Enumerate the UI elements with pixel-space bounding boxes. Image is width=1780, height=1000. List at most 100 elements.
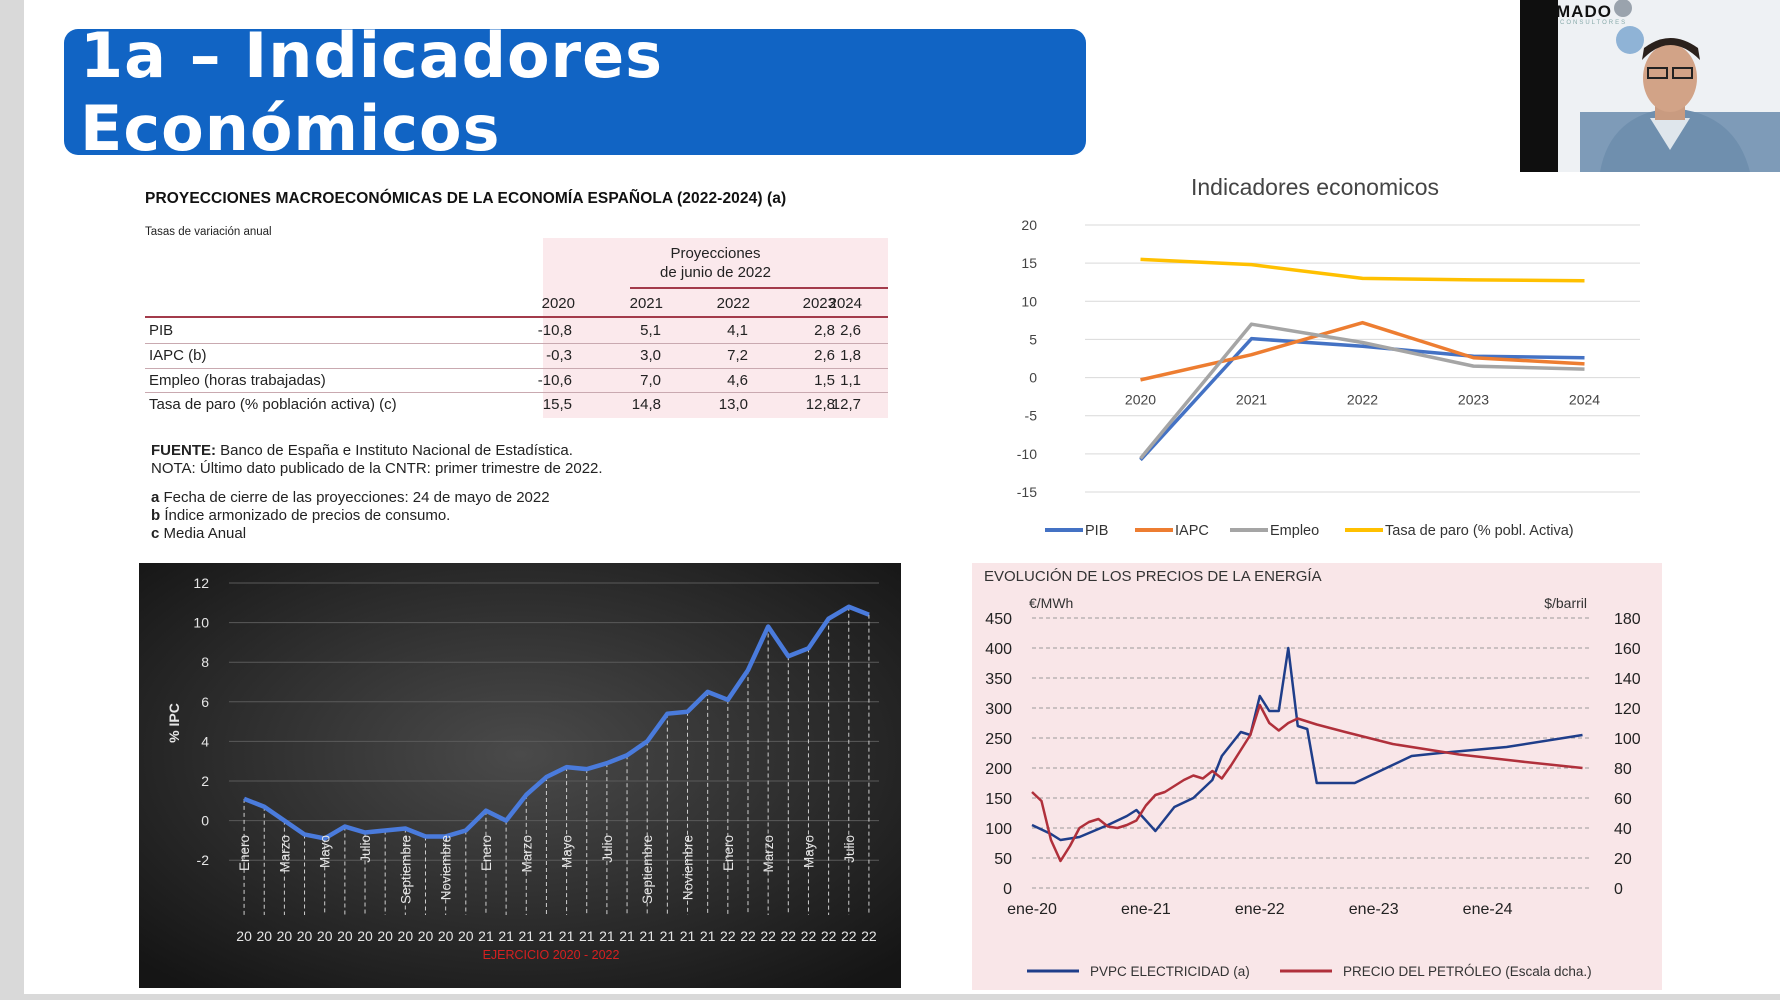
source-note: FUENTE: Banco de España e Instituto Naci… <box>151 442 603 460</box>
year-label: 20 <box>256 928 272 944</box>
series-line-tasa <box>1140 257 1585 283</box>
year-label: 21 <box>518 928 534 944</box>
footnote-b: b Índice armonizado de precios de consum… <box>151 507 451 524</box>
month-label: Julio <box>358 835 373 863</box>
year-label: 20 <box>377 928 393 944</box>
y-tick-label: 20 <box>1021 217 1037 233</box>
webcam-logo-subtext: CONSULTORES <box>1560 20 1628 26</box>
table-cell: -0,3 <box>546 347 572 364</box>
column-header: 2020 <box>541 295 575 312</box>
left-tick-label: 300 <box>985 701 1012 718</box>
year-label: 22 <box>720 928 736 944</box>
right-axis-unit: $/barril <box>1544 595 1587 611</box>
projection-header-line2: de junio de 2022 <box>660 264 771 281</box>
year-label: 20 <box>398 928 414 944</box>
precio-petroleo-line <box>1031 703 1583 863</box>
table-cell: 4,6 <box>727 372 748 389</box>
month-label: Marzo <box>277 835 292 873</box>
legend-label: Empleo <box>1270 523 1319 539</box>
year-label: 21 <box>639 928 655 944</box>
year-label: 20 <box>418 928 434 944</box>
year-label: 20 <box>317 928 333 944</box>
legend-label: PRECIO DEL PETRÓLEO (Escala dcha.) <box>1343 964 1592 979</box>
month-label: Marzo <box>519 835 534 873</box>
x-tick-label: ene-24 <box>1463 901 1513 918</box>
left-tick-label: 250 <box>985 731 1012 748</box>
y-tick-label: 0 <box>201 813 209 829</box>
year-label: 20 <box>438 928 454 944</box>
right-tick-label: 120 <box>1614 701 1641 718</box>
left-tick-label: 150 <box>985 791 1012 808</box>
x-tick-label: 2024 <box>1569 392 1600 408</box>
year-label: 20 <box>236 928 252 944</box>
left-tick-label: 450 <box>985 611 1012 628</box>
year-label: 22 <box>760 928 776 944</box>
left-tick-label: 200 <box>985 761 1012 778</box>
month-label: Septiembre <box>398 835 413 904</box>
chart-footer-label: EJERCICIO 2020 - 2022 <box>483 948 620 962</box>
bottom-window-strip <box>0 994 1780 1000</box>
year-label: 22 <box>861 928 877 944</box>
year-label: 22 <box>821 928 837 944</box>
month-label: Julio <box>842 835 857 863</box>
energy-prices-chart: EVOLUCIÓN DE LOS PRECIOS DE LA ENERGÍA €/… <box>972 563 1662 990</box>
y-tick-label: 2 <box>201 773 209 789</box>
y-tick-label: 0 <box>1029 370 1037 386</box>
year-label: 20 <box>458 928 474 944</box>
projection-header-rule <box>630 287 888 289</box>
year-label: 21 <box>619 928 635 944</box>
right-tick-label: 160 <box>1614 641 1641 658</box>
right-tick-label: 140 <box>1614 671 1641 688</box>
left-tick-label: 400 <box>985 641 1012 658</box>
row-label: IAPC (b) <box>149 347 207 364</box>
table-cell: 3,0 <box>640 347 661 364</box>
table-cell: 15,5 <box>542 396 572 413</box>
slide-title: 1a – Indicadores Económicos <box>80 19 664 165</box>
right-tick-label: 0 <box>1614 881 1623 898</box>
right-tick-label: 80 <box>1614 761 1632 778</box>
x-tick-label: 2022 <box>1347 392 1378 408</box>
chart-background <box>139 563 901 988</box>
y-tick-label: -2 <box>197 852 210 868</box>
year-label: 21 <box>579 928 595 944</box>
year-label: 21 <box>660 928 676 944</box>
right-tick-label: 20 <box>1614 851 1632 868</box>
table-notes: FUENTE: Banco de España e Instituto Naci… <box>151 442 603 543</box>
x-tick-label: 2021 <box>1236 392 1267 408</box>
x-tick-label: ene-20 <box>1007 901 1057 918</box>
right-tick-label: 40 <box>1614 821 1632 838</box>
webcam-thumbnail[interactable]: MADO CONSULTORES <box>1520 0 1780 172</box>
left-tick-label: 100 <box>985 821 1012 838</box>
projection-shaded-area <box>543 238 888 418</box>
right-tick-label: 180 <box>1614 611 1641 628</box>
y-tick-label: -10 <box>1017 446 1037 462</box>
row-separator <box>145 368 888 369</box>
y-tick-label: 15 <box>1021 255 1037 271</box>
month-label: Mayo <box>560 835 575 868</box>
y-tick-label: -15 <box>1017 484 1037 500</box>
x-tick-label: ene-22 <box>1235 901 1285 918</box>
y-tick-label: 10 <box>193 615 209 631</box>
header-rule <box>145 316 888 318</box>
year-label: 20 <box>337 928 353 944</box>
month-label: Enero <box>721 835 736 871</box>
month-label: Mayo <box>801 835 816 868</box>
year-label: 22 <box>781 928 797 944</box>
y-tick-label: 10 <box>1021 293 1037 309</box>
table-subtitle: Tasas de variación anual <box>145 226 272 238</box>
series-line-empleo <box>1139 322 1585 460</box>
nota-line: NOTA: Último dato publicado de la CNTR: … <box>151 460 603 477</box>
x-tick-label: ene-21 <box>1121 901 1171 918</box>
indicadores-chart: Indicadores economicos 20 15 10 5 0 -5 -10 -15 20… <box>1017 174 1640 539</box>
chart-title: EVOLUCIÓN DE LOS PRECIOS DE LA ENERGÍA <box>984 568 1322 585</box>
column-header: 2022 <box>716 295 750 312</box>
month-label: Enero <box>237 835 252 871</box>
y-tick-label: 12 <box>193 575 209 591</box>
year-label: 20 <box>277 928 293 944</box>
legend-label: IAPC <box>1175 523 1209 539</box>
footnote-c: c Media Anual <box>151 525 247 542</box>
month-label: Marzo <box>761 835 776 873</box>
table-title: PROYECCIONES MACROECONÓMICAS DE LA ECONO… <box>145 190 787 207</box>
left-tick-label: 50 <box>994 851 1012 868</box>
row-label: PIB <box>149 322 174 339</box>
